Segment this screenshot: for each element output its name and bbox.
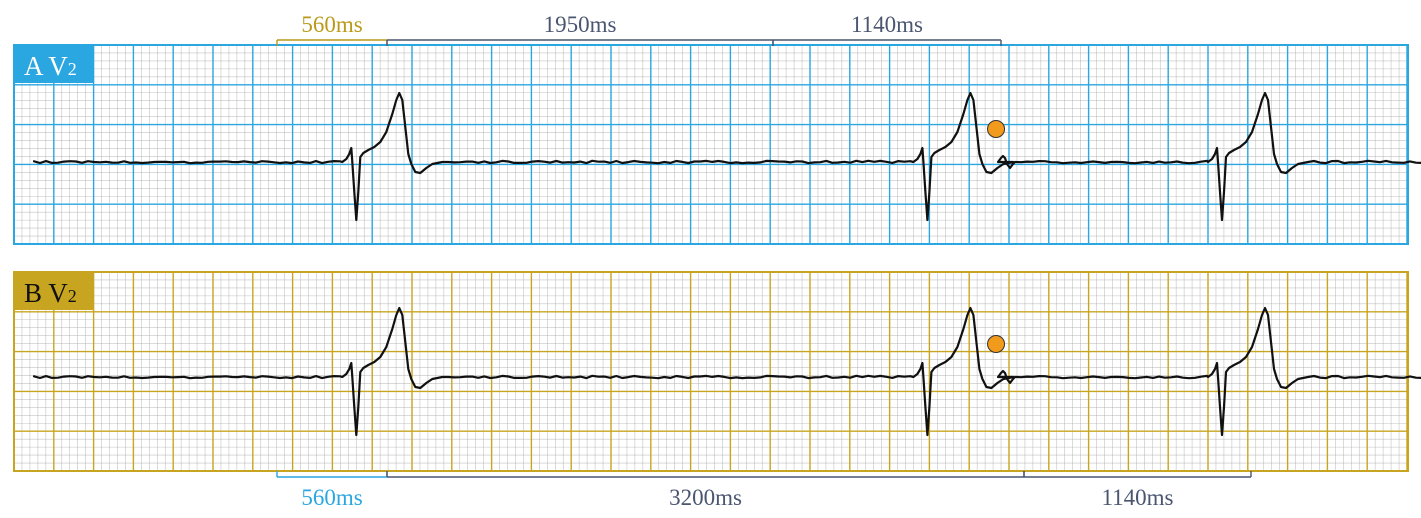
qrs-complex — [342, 305, 442, 437]
ecg-trace-b — [32, 306, 1421, 437]
lead-label: A V2 — [24, 51, 77, 81]
interval-label: 560ms — [301, 485, 362, 510]
lead-subscript: 2 — [68, 59, 77, 79]
measurements-top: 560ms 1950ms 1140ms — [276, 12, 1002, 46]
interval-label: 1140ms — [851, 12, 923, 37]
qrs-complex — [913, 305, 1013, 437]
ecg-trace-a — [32, 91, 1421, 222]
interval-label: 3200ms — [669, 485, 742, 510]
qrs-complex — [913, 90, 1013, 222]
strip-a: A V2 — [13, 44, 1421, 245]
premature-beat-marker — [987, 335, 1006, 353]
lead-label: B V2 — [24, 278, 77, 308]
qrs-complex — [1208, 305, 1308, 437]
interval-label: 560ms — [301, 12, 362, 37]
qrs-complex — [1208, 90, 1308, 222]
lead-subscript: 2 — [68, 286, 77, 306]
strip-letter: B — [24, 278, 48, 308]
strip-letter: A — [24, 51, 48, 81]
strip-b: B V2 — [13, 271, 1421, 472]
measurements-bottom: 560ms 3200ms 1140ms — [276, 471, 1252, 510]
interval-label: 1950ms — [544, 12, 617, 37]
lead-name: V — [48, 51, 68, 81]
lead-name: V — [48, 278, 68, 308]
qrs-complex — [342, 90, 442, 222]
lead-label-box — [14, 45, 94, 83]
interval-label: 1140ms — [1102, 485, 1174, 510]
premature-beat-marker — [987, 120, 1006, 138]
lead-label-box — [14, 272, 94, 310]
